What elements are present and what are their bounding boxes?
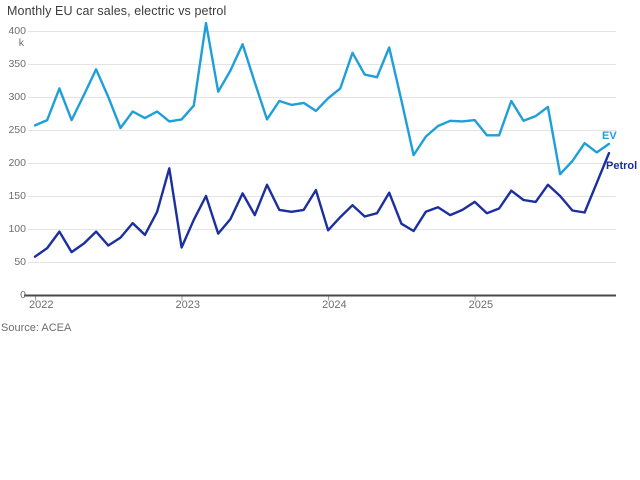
series-line-petrol (33, 151, 611, 258)
y-tick-label: 250 (8, 124, 26, 136)
series-line-ev (33, 21, 611, 176)
x-tick-label: 2022 (29, 299, 54, 311)
y-axis-unit-label: k (18, 37, 24, 49)
y-tick-label: 150 (8, 190, 26, 202)
y-tick-label: 50 (14, 256, 26, 268)
source-caption: Source: ACEA (1, 322, 72, 334)
x-tick-label: 2023 (175, 299, 201, 311)
y-tick-label: 0 (20, 289, 26, 301)
series-label-petrol: Petrol (606, 160, 638, 172)
y-tick-label: 200 (8, 157, 26, 169)
series-label-ev: EV (602, 130, 617, 142)
y-tick-label: 400 (8, 25, 26, 37)
chart-title: Monthly EU car sales, electric vs petrol (7, 4, 227, 18)
x-tick-label: 2024 (322, 299, 347, 311)
x-tick-label: 2025 (468, 299, 494, 311)
y-tick-label: 300 (8, 91, 26, 103)
y-tick-label: 350 (8, 58, 26, 70)
y-tick-label: 100 (8, 223, 26, 235)
